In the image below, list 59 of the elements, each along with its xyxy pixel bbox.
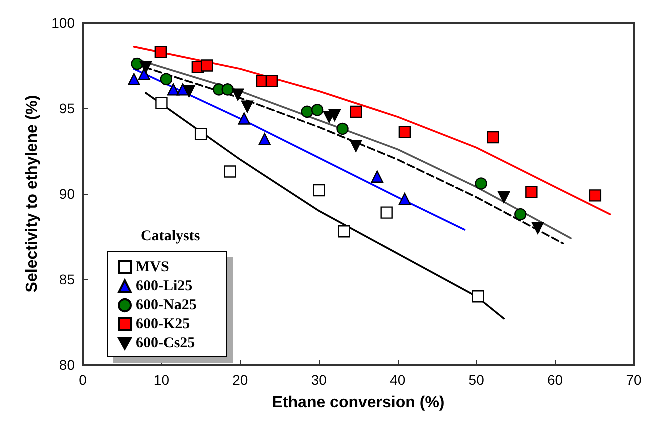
x-tick-label: 70 xyxy=(626,372,642,388)
point xyxy=(201,60,214,72)
point xyxy=(398,193,412,206)
point xyxy=(311,104,324,116)
line-series xyxy=(133,46,612,216)
point xyxy=(313,184,326,197)
y-tick-label: 95 xyxy=(59,100,76,116)
x-tick-label: 30 xyxy=(311,372,328,388)
x-tick-label: 60 xyxy=(547,372,564,388)
point xyxy=(380,206,393,219)
y-tick-label: 100 xyxy=(52,15,76,31)
point xyxy=(487,131,500,144)
legend-label: MVS xyxy=(136,260,170,276)
point xyxy=(154,46,168,58)
y-axis-title: Selectivity to ethylene (%) xyxy=(24,95,42,293)
point xyxy=(160,73,173,86)
point xyxy=(258,133,271,146)
x-tick-label: 40 xyxy=(390,372,406,388)
point xyxy=(336,122,349,136)
y-tick-label: 80 xyxy=(59,357,76,373)
point xyxy=(526,186,538,198)
point xyxy=(472,290,484,303)
legend-label: 600-Na25 xyxy=(136,298,197,314)
point xyxy=(266,75,278,88)
point xyxy=(301,106,314,118)
point xyxy=(338,226,350,238)
point xyxy=(241,100,254,113)
point xyxy=(222,84,234,96)
point xyxy=(128,73,140,86)
legend-title: Catalysts xyxy=(141,228,200,244)
legend-label: 600-Li25 xyxy=(136,278,193,294)
x-tick-label: 50 xyxy=(468,372,485,388)
point xyxy=(238,112,250,125)
x-tick-label: 0 xyxy=(79,372,88,388)
point xyxy=(350,140,362,152)
point xyxy=(183,85,196,98)
point xyxy=(232,88,244,101)
point xyxy=(371,170,384,183)
point xyxy=(398,126,412,139)
point xyxy=(475,178,488,190)
point xyxy=(328,109,341,122)
point xyxy=(194,128,208,140)
x-tick-label: 10 xyxy=(154,372,170,388)
point xyxy=(167,84,180,96)
legend-label: 600-K25 xyxy=(136,316,190,332)
point xyxy=(156,97,168,110)
point xyxy=(138,68,150,80)
point xyxy=(514,208,527,221)
y-tick-label: 90 xyxy=(59,186,76,202)
point xyxy=(224,166,236,178)
point xyxy=(140,61,152,74)
point xyxy=(589,190,602,202)
legend-label: 600-Cs25 xyxy=(136,336,196,352)
x-axis-title: Ethane conversion (%) xyxy=(272,394,445,412)
x-tick-label: 20 xyxy=(232,372,248,388)
point xyxy=(498,191,510,204)
y-tick-label: 85 xyxy=(59,272,76,288)
point xyxy=(350,106,362,118)
point xyxy=(532,222,544,234)
